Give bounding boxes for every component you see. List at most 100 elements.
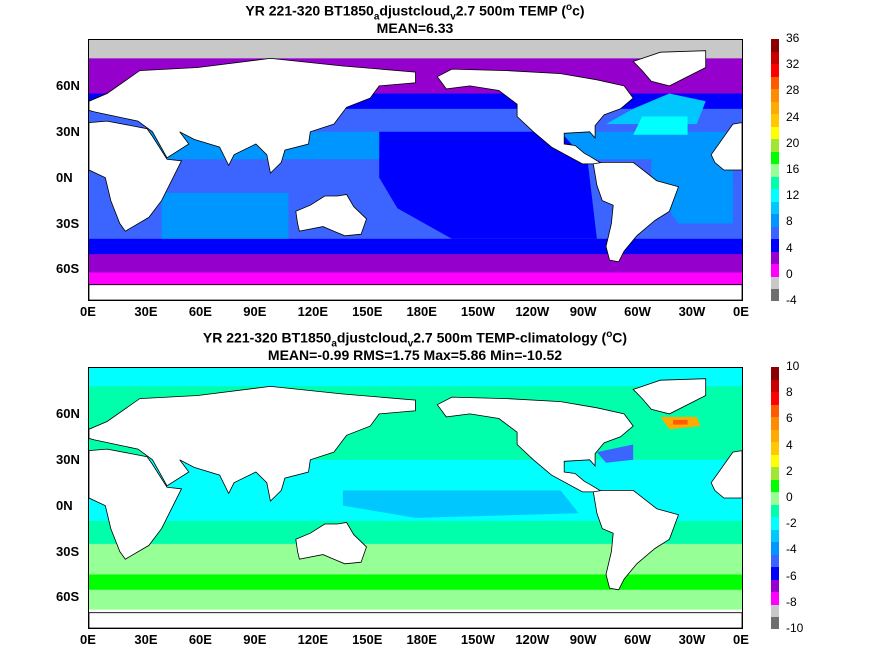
chart-1-plot-area (89, 40, 742, 300)
chart-2-colorbar-tick-label: -2 (786, 516, 797, 531)
pacific-equatorial-cyan (342, 490, 579, 518)
chart-1-colorbar-tick-label: 36 (786, 31, 800, 45)
chart-2-colorbar-swatch (771, 466, 779, 480)
chart-2-x-tick-label: 90E (243, 632, 267, 647)
chart-2-colorbar-tick-label: 4 (786, 437, 793, 452)
land-eurasia (89, 57, 416, 174)
chart-2-colorbar-swatch (771, 554, 779, 568)
chart-2-colorbar-swatch (771, 504, 779, 518)
chart-2-colorbar-swatch (771, 404, 779, 418)
chart-1-colorbar-swatch (771, 51, 779, 65)
chart-2-x-tick-label: 0E (733, 632, 749, 647)
chart-2-plot-area (89, 368, 742, 628)
warm-pool-east-pacific (379, 131, 597, 239)
chart-1-colorbar-swatch (771, 251, 779, 265)
chart-2-x-tick-label: 90W (569, 632, 597, 647)
chart-2-colorbar-tick-label: -8 (786, 594, 797, 609)
land-north-america (436, 68, 634, 165)
chart-2-colorbar-tick-label: 2 (786, 463, 793, 478)
chart-2-colorbar-tick-label: -6 (786, 568, 797, 583)
chart-1-colorbar-swatch (771, 88, 779, 102)
chart-1-colorbar-swatch (771, 151, 779, 165)
chart-1-colorbar-tick-label: 0 (786, 266, 793, 281)
temperature-band (89, 40, 742, 59)
land-greenland (632, 378, 707, 415)
chart-1-subtitle: MEAN=6.33 (376, 20, 454, 36)
land-africa-west (710, 122, 742, 171)
chart-1-colorbar-swatch (771, 188, 779, 202)
chart-1-colorbar-tick-label: 28 (786, 83, 800, 98)
chart-2-colorbar-swatch (771, 604, 779, 618)
chart-1-colorbar-swatch (771, 163, 779, 177)
chart-1-y-tick-label: 30S (56, 215, 80, 231)
chart-1-colorbar-swatch (771, 76, 779, 90)
chart-2-colorbar-tick-label: 6 (786, 411, 793, 426)
chart-2-colorbar-tick-label: -4 (786, 542, 797, 557)
chart-2-colorbar-swatch (771, 441, 779, 455)
chart-2-y-tick-label: 30S (56, 543, 80, 559)
chart-1-y-tick-label: 30N (56, 123, 80, 139)
land-africa-west (710, 450, 742, 499)
chart-1-colorbar-swatch (771, 288, 779, 302)
chart-2-x-tick-label: 120W (515, 632, 550, 647)
chart-1-map (88, 39, 743, 301)
chart-2-x-tick-label: 150E (352, 632, 383, 647)
chart-2-x-tick-label: 180E (406, 632, 437, 647)
land-australia (295, 522, 367, 565)
land-greenland (632, 50, 707, 87)
chart-1-y-tick-label: 60N (56, 77, 80, 93)
chart-2-colorbar-swatch (771, 391, 779, 405)
temperature-band (89, 589, 742, 611)
chart-2-colorbar-swatch (771, 429, 779, 443)
chart-2-y-tick-label: 0N (56, 497, 73, 513)
chart-2-colorbar-swatch (771, 516, 779, 530)
north-atlantic-cyan (633, 116, 688, 135)
chart-1-x-tick-label: 120W (515, 304, 550, 319)
chart-2-colorbar (771, 367, 779, 630)
chart-1-colorbar-swatch (771, 201, 779, 215)
land-africa (89, 448, 183, 560)
chart-1-colorbar-swatch (771, 176, 779, 190)
chart-2-x-tick-label: 30W (678, 632, 706, 647)
land-australia (295, 194, 367, 237)
chart-1-colorbar-swatch (771, 63, 779, 77)
chart-1-colorbar-tick-label: 8 (786, 214, 793, 229)
temperature-band (89, 368, 742, 387)
chart-2-subtitle: MEAN=-0.99 RMS=1.75 Max=5.86 Min=-10.52 (267, 347, 563, 363)
land-north-america (436, 396, 634, 493)
chart-1-colorbar-tick-label: 16 (786, 162, 800, 176)
chart-1-x-tick-label: 30W (678, 304, 706, 319)
chart-2-colorbar-tick-label: 0 (786, 490, 793, 504)
chart-2-colorbar-tick-label: 8 (786, 385, 793, 400)
land-south-america (592, 490, 680, 591)
chart-2-colorbar-swatch (771, 591, 779, 605)
land-south-america (592, 162, 680, 263)
chart-1-colorbar-tick-label: 32 (786, 57, 800, 72)
indian-ocean-band (161, 192, 289, 239)
chart-1-x-tick-label: 0E (733, 304, 749, 319)
chart-2-y-tick-label: 60N (56, 405, 80, 421)
temperature-band (89, 254, 742, 273)
chart-1-colorbar-swatch (771, 238, 779, 252)
chart-1-x-tick-label: 150W (460, 304, 495, 319)
chart-1-colorbar-tick-label: 20 (786, 135, 800, 150)
chart-2-x-tick-label: 0E (80, 632, 96, 647)
south-pacific-green (361, 548, 543, 564)
chart-2-colorbar-swatch (771, 579, 779, 593)
chart-1-y-tick-label: 60S (56, 261, 80, 277)
chart-1-colorbar-swatch (771, 263, 779, 277)
chart-1-x-tick-label: 180E (406, 304, 437, 319)
temperature-band (89, 238, 742, 255)
chart-1-colorbar-tick-label: 4 (786, 240, 793, 255)
chart-2-colorbar-swatch (771, 479, 779, 493)
chart-2-x-tick-label: 120E (297, 632, 329, 647)
chart-2-y-tick-label: 30N (56, 451, 80, 467)
chart-2-colorbar-tick-label: -10 (786, 621, 804, 635)
land-africa (89, 120, 183, 232)
chart-1-colorbar-swatch (771, 101, 779, 115)
chart-1-colorbar-swatch (771, 126, 779, 140)
gulf-stream-cold (596, 444, 634, 463)
chart-2-title: YR 221-320 BT1850adjustcloudv2.7 500m TE… (202, 329, 628, 350)
chart-1-title: YR 221-320 BT1850adjustcloudv2.7 500m TE… (245, 2, 585, 23)
chart-1-x-tick-label: 60E (188, 304, 212, 319)
